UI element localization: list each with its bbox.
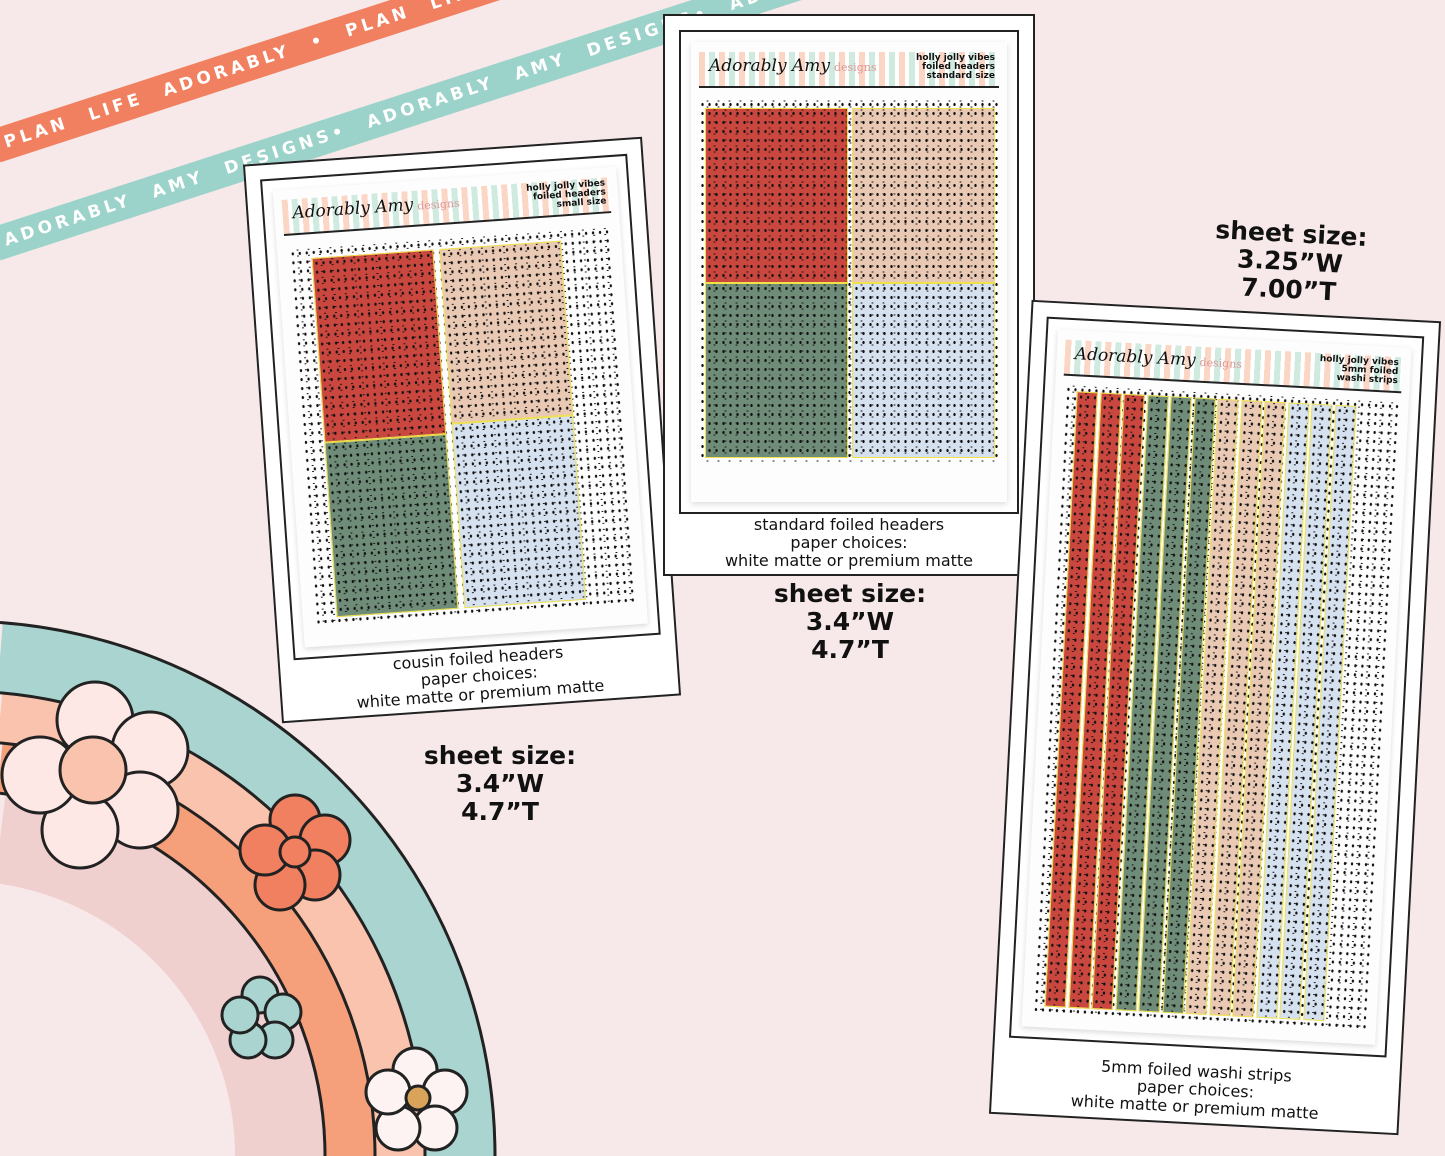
size-line: 3.4”W (455, 769, 545, 798)
ribbon-word: • (308, 29, 329, 54)
white-flower-icon (364, 1046, 469, 1152)
washi-strip-grid (1032, 384, 1399, 1030)
logo-text: Adorably Amy (1074, 344, 1197, 371)
red-headers (705, 108, 848, 283)
teal-flower-icon (220, 975, 303, 1060)
logo-text: Adorably Amy (291, 194, 414, 224)
blue-headers (451, 415, 587, 609)
caption-line: standard foiled headers (753, 515, 945, 534)
header-line: standard size (926, 71, 995, 81)
tan-headers (439, 240, 574, 424)
logo-sub: designs (833, 61, 877, 74)
logo-sub: designs (416, 196, 461, 213)
blue-headers (852, 283, 995, 458)
washi-strips-card: Adorably Amy designs holly jolly vibes 5mm… (988, 299, 1442, 1136)
brand-logo: Adorably Amy designs (709, 56, 876, 76)
sheet-header: Adorably Amy designs holly jolly vibes foi… (699, 52, 999, 88)
sheet-size-label: sheet size: 3.4”W 4.7”T (770, 580, 930, 664)
sheet-size-label: sheet size: 3.25”W 7.00”T (1208, 215, 1372, 308)
cousin-headers-card: Adorably Amy designs holly jolly vibes foi… (242, 136, 682, 724)
caption-line: white matte or premium matte (724, 551, 974, 570)
sheet-size-label: sheet size: 3.4”W 4.7”T (420, 742, 580, 826)
standard-headers-card: Adorably Amy designs holly jolly vibes foi… (663, 14, 1035, 576)
size-line: 4.7”T (461, 797, 539, 826)
rainbow-outline (0, 621, 497, 1156)
caption-line: paper choices: (790, 533, 908, 552)
logo-text: Adorably Amy (709, 56, 830, 76)
smiley-flower-icon (0, 680, 190, 870)
sticker-grid (699, 100, 999, 462)
brand-logo: Adorably Amy designs (291, 192, 461, 224)
orange-flower-icon (238, 793, 352, 912)
size-line: 4.7”T (811, 635, 889, 664)
red-headers (311, 249, 447, 443)
header-line: holly jolly vibes (915, 53, 995, 63)
sticker-grid (288, 227, 635, 627)
header-line: washi strips (1336, 372, 1399, 387)
size-line: sheet size: (423, 741, 577, 770)
green-headers (324, 434, 459, 618)
sheet-header: Adorably Amy designs holly jolly vibes 5mm… (1063, 339, 1404, 394)
size-line: 3.4”W (805, 607, 895, 636)
green-headers (705, 283, 848, 458)
logo-sub: designs (1199, 355, 1243, 371)
tan-headers (852, 108, 995, 283)
header-line: foiled headers (922, 62, 995, 72)
brand-logo: Adorably Amy designs (1074, 344, 1242, 373)
size-line: sheet size: (773, 579, 927, 608)
sheet-header: Adorably Amy designs holly jolly vibes foi… (281, 177, 612, 236)
